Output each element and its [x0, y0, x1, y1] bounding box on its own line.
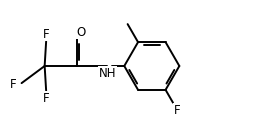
Text: NH: NH: [99, 67, 117, 80]
Text: O: O: [76, 26, 85, 39]
Text: F: F: [43, 91, 49, 105]
Text: F: F: [10, 78, 16, 91]
Text: F: F: [43, 27, 49, 41]
Text: F: F: [174, 104, 181, 117]
